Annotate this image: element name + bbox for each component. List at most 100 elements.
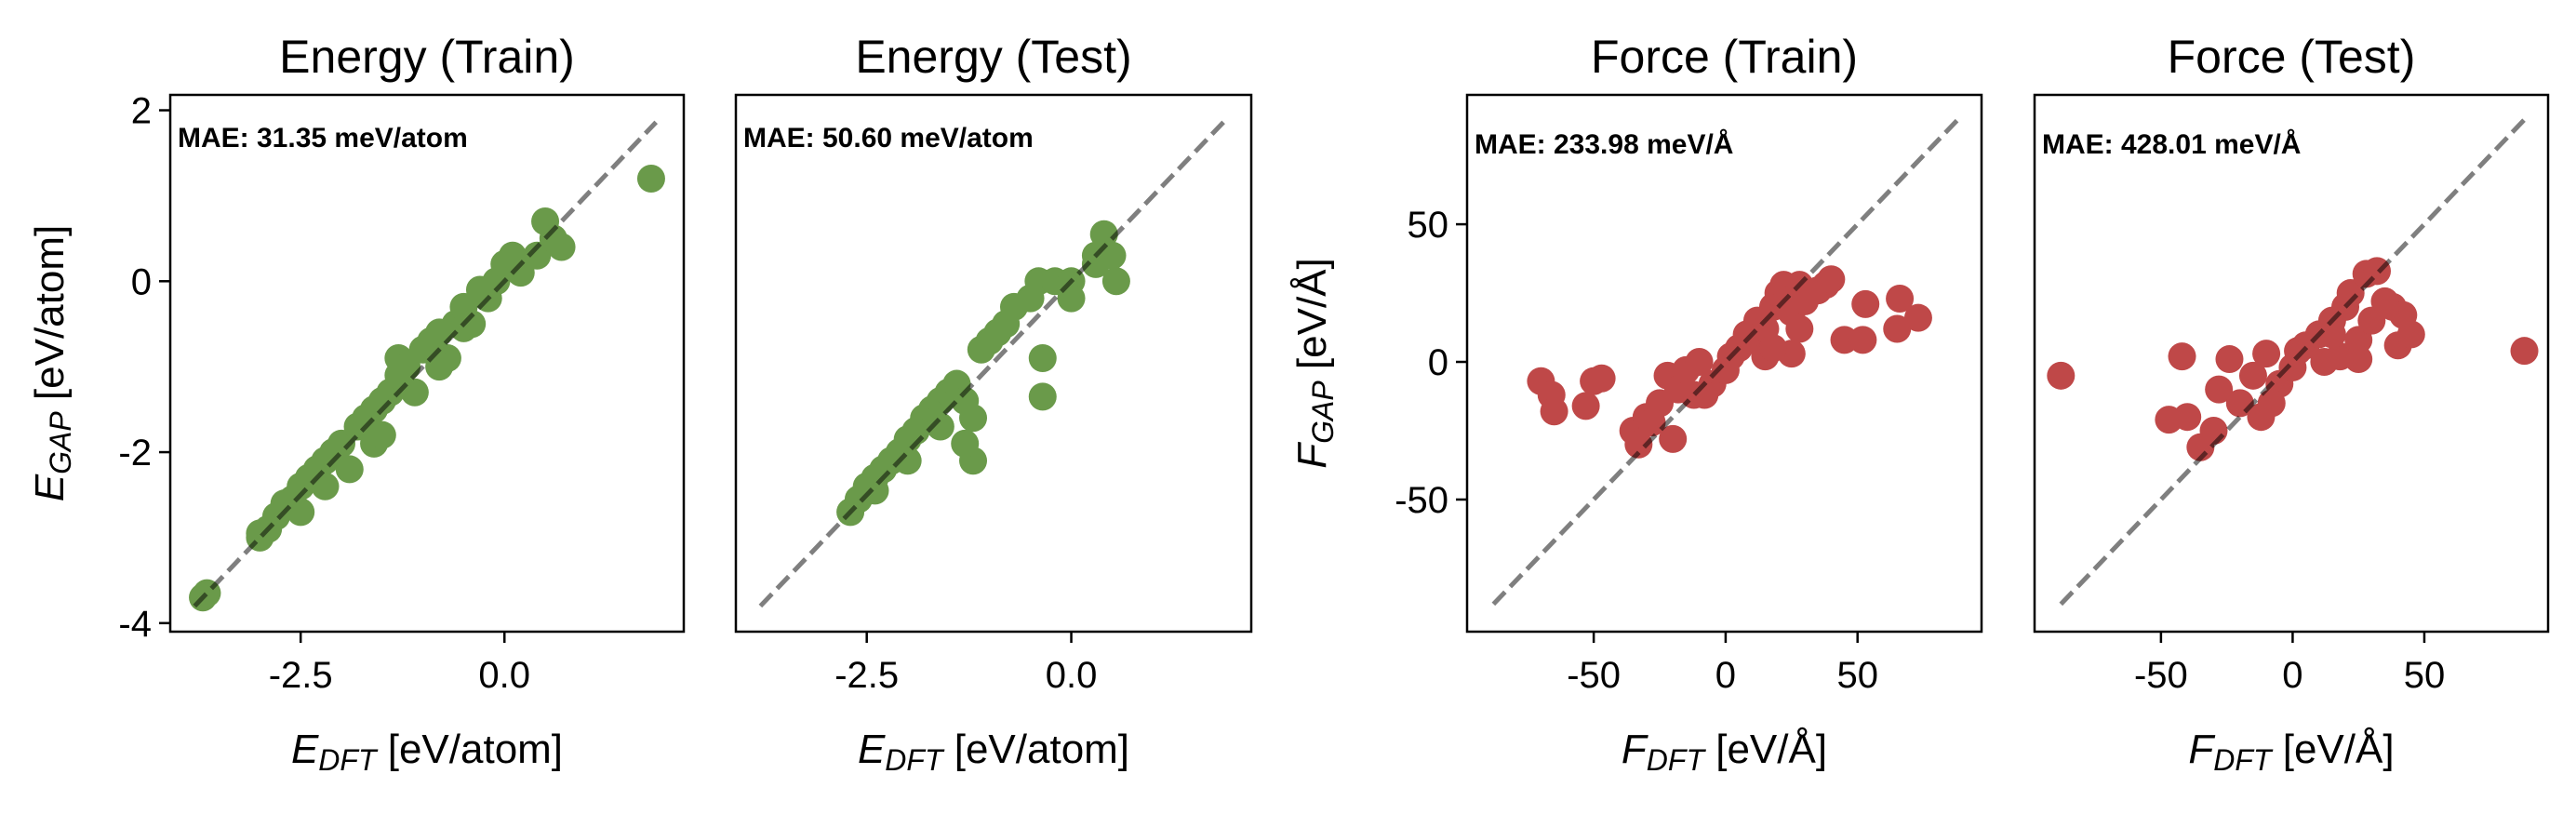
data-point	[2252, 340, 2281, 368]
data-point	[1089, 220, 1118, 248]
data-point	[1685, 348, 1714, 377]
data-point	[2173, 403, 2202, 432]
data-point	[2396, 320, 2425, 349]
x-tick-label: 50	[1836, 655, 1878, 696]
x-tick-label: -2.5	[269, 655, 333, 696]
parity-line	[193, 120, 659, 608]
data-point	[1624, 430, 1653, 459]
data-points	[1527, 265, 1932, 459]
subplot-2: -2.5 0.0 Energy (Test) MAE: 50.60 meV/atom E…	[734, 31, 1253, 777]
data-point	[926, 412, 954, 441]
y-tick-label: 2	[131, 91, 152, 132]
data-point	[1028, 382, 1057, 411]
y-axis-label: FGAP [eV/Å]	[1289, 258, 1340, 469]
parity-line	[758, 120, 1225, 608]
data-point	[2199, 416, 2228, 445]
axes-frame	[2033, 93, 2550, 634]
data-point	[2047, 361, 2075, 390]
label-subscript: DFT	[318, 743, 379, 777]
data-point	[1849, 326, 1877, 354]
data-point	[335, 455, 364, 484]
data-point	[1587, 364, 1616, 393]
data-point	[861, 476, 889, 505]
x-axis-label: EDFT [eV/atom]	[858, 727, 1129, 777]
data-point	[1028, 343, 1057, 372]
data-point	[2357, 306, 2386, 335]
axes-frame	[1465, 93, 1983, 634]
axes-frame	[734, 93, 1253, 634]
label-symbol: F	[1622, 727, 1648, 772]
data-point	[959, 404, 988, 433]
y-tick-label: 0	[131, 261, 152, 302]
data-point	[367, 420, 396, 449]
data-point	[893, 447, 922, 475]
y-tick-label: -2	[118, 433, 152, 474]
data-point	[1817, 265, 1846, 294]
data-point	[1851, 289, 1880, 318]
label-unit: [eV/atom]	[27, 225, 73, 412]
data-point	[1540, 397, 1568, 426]
label-unit: [eV/Å]	[1704, 727, 1827, 772]
label-symbol: E	[27, 474, 73, 501]
label-symbol: E	[858, 727, 886, 772]
data-point	[1883, 314, 1912, 343]
data-point	[1081, 249, 1110, 278]
data-points	[189, 165, 665, 612]
data-point	[636, 165, 665, 193]
label-subscript: DFT	[1647, 743, 1707, 777]
parity-line	[1491, 117, 1960, 607]
data-point	[1637, 408, 1666, 437]
data-point	[2168, 342, 2196, 371]
label-symbol: E	[291, 727, 319, 772]
label-subscript: DFT	[2213, 743, 2274, 777]
label-unit: [eV/atom]	[377, 727, 564, 772]
x-axis-label: EDFT [eV/atom]	[291, 727, 563, 777]
label-unit: [eV/atom]	[943, 727, 1130, 772]
y-tick-label: 50	[1408, 205, 1449, 246]
label-subscript: GAP	[44, 411, 77, 474]
subplot-title: Force (Train)	[1591, 31, 1858, 83]
data-point	[1571, 392, 1600, 420]
x-tick-label: -50	[2134, 655, 2188, 696]
subplot-title: Energy (Test)	[855, 31, 1131, 83]
subplot-title: Force (Test)	[2168, 31, 2416, 83]
mae-annotation: MAE: 428.01 meV/Å	[2042, 129, 2301, 160]
subplot-4: -50 0 50 Force (Test) MAE: 428.01 meV/Å FDFT …	[2033, 31, 2550, 777]
subplot-1: -2.5 0.0 2 0 -2 -4 Energy (Train) MAE: 31.35 me…	[27, 31, 686, 777]
data-point	[547, 233, 576, 261]
label-subscript: DFT	[885, 743, 945, 777]
data-point	[246, 519, 274, 548]
label-unit: [eV/Å]	[2272, 727, 2395, 772]
axes-frame	[168, 93, 686, 634]
data-point	[2215, 345, 2244, 374]
subplot-3: -50 0 50 50 0 -50 Force (Train) MAE: 233.98 meV…	[1289, 31, 1983, 777]
y-axis-label: EGAP [eV/atom]	[27, 225, 77, 501]
subplot-title: Energy (Train)	[279, 31, 575, 83]
x-tick-label: 0.0	[478, 655, 530, 696]
data-point	[2257, 389, 2286, 418]
y-tick-label: -50	[1395, 480, 1448, 521]
x-tick-label: 0.0	[1046, 655, 1098, 696]
data-point	[1659, 424, 1688, 453]
data-points	[836, 220, 1130, 527]
data-point	[1785, 314, 1814, 343]
data-point	[1886, 284, 1915, 313]
data-point	[449, 314, 478, 342]
data-point	[951, 429, 980, 458]
x-tick-label: -2.5	[834, 655, 899, 696]
mae-annotation: MAE: 31.35 meV/atom	[178, 123, 468, 153]
mae-annotation: MAE: 50.60 meV/atom	[743, 123, 1034, 153]
y-tick-label: -4	[118, 604, 152, 645]
x-axis-label: FDFT [eV/Å]	[2188, 727, 2394, 777]
data-point	[2238, 361, 2267, 390]
data-point	[2205, 375, 2234, 404]
data-point	[287, 498, 315, 527]
data-points	[2047, 257, 2539, 461]
label-symbol: F	[2188, 727, 2215, 772]
x-tick-label: 0	[2282, 655, 2302, 696]
x-tick-label: -50	[1567, 655, 1621, 696]
x-tick-label: 0	[1715, 655, 1736, 696]
data-point	[1101, 267, 1130, 296]
data-point	[1758, 334, 1787, 363]
data-point	[2510, 337, 2539, 366]
